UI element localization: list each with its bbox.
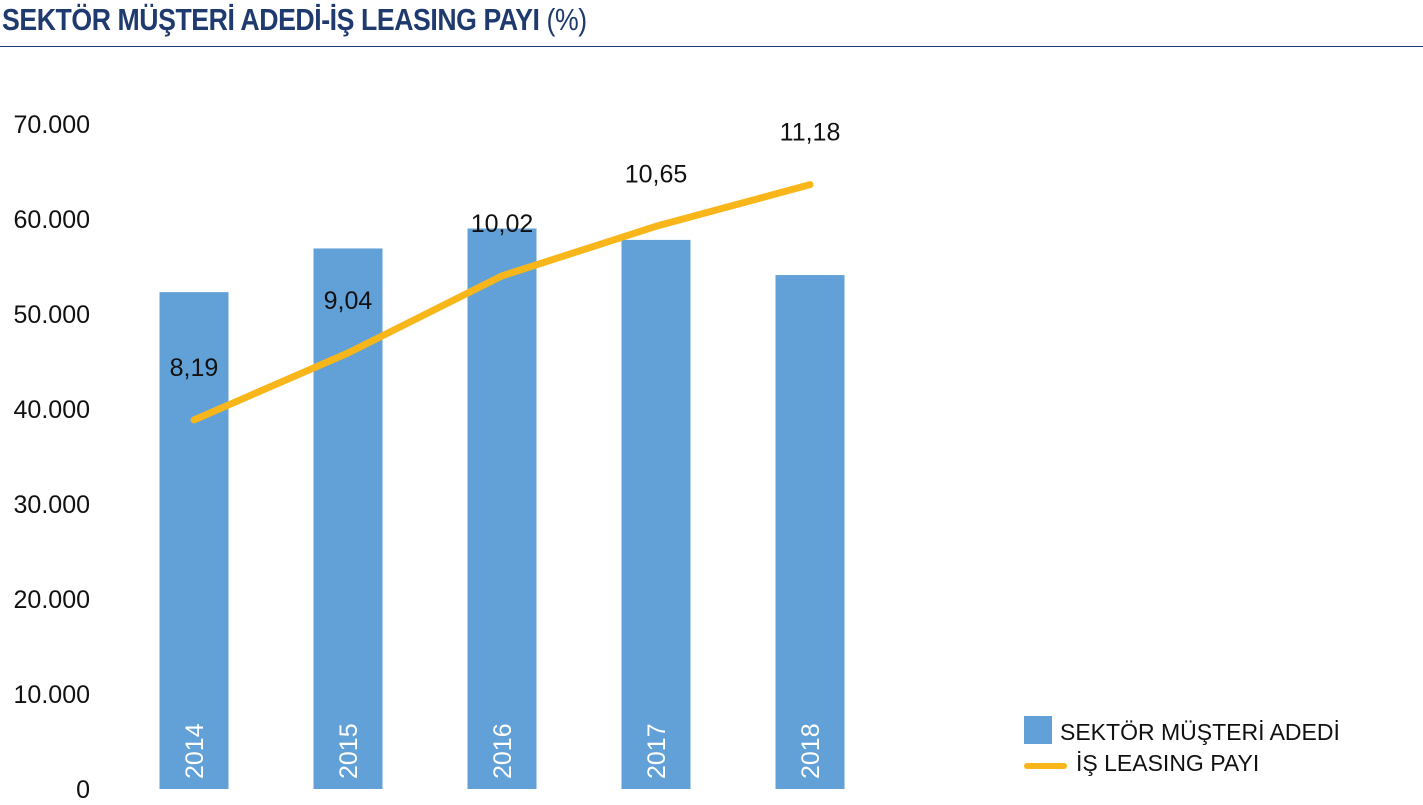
y-axis: 0 10.000 20.000 30.000 40.000 50.000 60.000 70.… <box>14 111 90 804</box>
bar <box>159 292 229 789</box>
chart-title: SEKTÖR MÜŞTERİ ADEDİ-İŞ LEASING PAYI (%) <box>2 2 587 38</box>
x-category-label: 2018 <box>797 723 825 779</box>
bar <box>775 275 845 789</box>
bar <box>467 228 537 789</box>
line-data-label: 10,65 <box>625 160 688 188</box>
line-series: 8,19 9,04 10,02 10,65 11,18 <box>170 119 841 424</box>
chart-title-unit: (%) <box>546 2 588 37</box>
y-tick-label: 0 <box>76 776 90 804</box>
chart-title-text: SEKTÖR MÜŞTERİ ADEDİ-İŞ LEASING PAYI <box>2 2 540 37</box>
legend-label-bar: SEKTÖR MÜŞTERİ ADEDİ <box>1060 719 1340 745</box>
x-category-label: 2017 <box>643 723 671 779</box>
legend-swatch-bar <box>1024 716 1052 744</box>
x-category-label: 2016 <box>489 723 517 779</box>
y-tick-label: 50.000 <box>14 301 90 329</box>
x-category-label: 2014 <box>181 723 209 779</box>
y-tick-label: 10.000 <box>14 681 90 709</box>
legend: SEKTÖR MÜŞTERİ ADEDİ İŞ LEASING PAYI <box>1024 716 1340 776</box>
y-tick-label: 30.000 <box>14 491 90 519</box>
bar <box>313 248 383 789</box>
line-data-label: 10,02 <box>471 210 534 238</box>
line-data-label: 9,04 <box>324 287 373 315</box>
chart-header: SEKTÖR MÜŞTERİ ADEDİ-İŞ LEASING PAYI (%) <box>0 0 1423 47</box>
legend-label-line: İŞ LEASING PAYI <box>1076 750 1259 776</box>
y-tick-label: 20.000 <box>14 586 90 614</box>
y-tick-label: 70.000 <box>14 111 90 139</box>
bar-series: 2014 2015 2016 2017 2018 <box>159 228 845 789</box>
y-tick-label: 40.000 <box>14 396 90 424</box>
x-category-label: 2015 <box>335 723 363 779</box>
bar <box>621 239 691 789</box>
y-tick-label: 60.000 <box>14 206 90 234</box>
line-series-path <box>190 181 814 424</box>
line-data-label: 8,19 <box>170 354 219 382</box>
line-data-label: 11,18 <box>780 119 841 147</box>
